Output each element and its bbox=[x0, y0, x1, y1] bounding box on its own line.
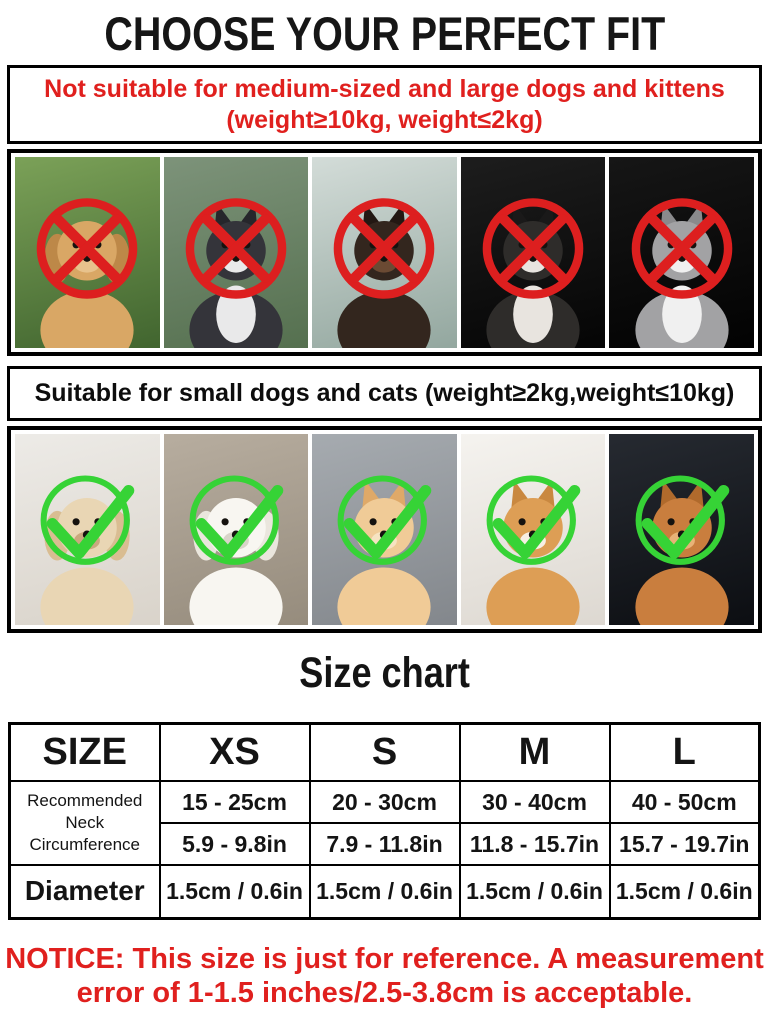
diameter-m: 1.5cm / 0.6in bbox=[458, 864, 611, 919]
size-chart-heading-text: Size chart bbox=[299, 648, 470, 697]
prohibition-icon bbox=[37, 197, 138, 299]
not-suitable-banner: Not suitable for medium-sized and large … bbox=[7, 65, 762, 144]
photo-orange-cat bbox=[609, 433, 754, 625]
check-icon bbox=[486, 475, 581, 565]
photo-border-collie bbox=[460, 157, 606, 348]
photo-cream-poodle bbox=[15, 433, 160, 625]
suitable-line1: Suitable for small dogs and cats (weight… bbox=[34, 379, 735, 407]
not-suitable-line1: Not suitable for medium-sized and large … bbox=[44, 75, 725, 103]
size-table-header-row: SIZE XS S M L bbox=[8, 722, 761, 782]
photo-pomeranian bbox=[312, 433, 457, 625]
diameter-row: Diameter 1.5cm / 0.6in 1.5cm / 0.6in 1.5… bbox=[8, 864, 761, 919]
prohibition-icon bbox=[482, 197, 584, 299]
col-header-size: SIZE bbox=[8, 722, 161, 782]
neck-label-cell: Recommended Neck Circumference bbox=[8, 780, 161, 866]
check-icon bbox=[189, 475, 284, 565]
notice-line2: error of 1-1.5 inches/2.5-3.8cm is accep… bbox=[76, 977, 693, 1010]
neck-in-m: 11.8 - 15.7in bbox=[458, 822, 611, 866]
page-title-text: CHOOSE YOUR PERFECT FIT bbox=[104, 7, 665, 60]
photo-corgi bbox=[460, 433, 606, 625]
check-icon bbox=[635, 475, 729, 565]
check-icon bbox=[338, 475, 432, 565]
col-header-s: S bbox=[308, 722, 461, 782]
photo-grid-not-suitable bbox=[7, 149, 762, 356]
col-header-m: M bbox=[458, 722, 611, 782]
photo-gray-kitten bbox=[609, 157, 754, 348]
diameter-label-cell: Diameter bbox=[8, 864, 161, 919]
check-icon bbox=[40, 475, 135, 565]
notice-text: NOTICE: This size is just for reference.… bbox=[0, 942, 769, 1012]
photo-doberman bbox=[312, 157, 457, 348]
photo-golden-retriever bbox=[15, 157, 160, 348]
neck-cm-xs: 15 - 25cm bbox=[158, 780, 311, 824]
page-title: CHOOSE YOUR PERFECT FIT bbox=[0, 0, 769, 61]
size-chart-heading: Size chart bbox=[0, 649, 769, 698]
not-suitable-line2: (weight≥10kg, weight≤2kg) bbox=[226, 105, 543, 134]
suitable-banner: Suitable for small dogs and cats (weight… bbox=[7, 366, 762, 421]
notice-line1: NOTICE: This size is just for reference.… bbox=[5, 942, 764, 975]
neck-cm-s: 20 - 30cm bbox=[308, 780, 461, 824]
pet-silhouette-pomeranian bbox=[337, 479, 432, 625]
neck-in-xs: 5.9 - 9.8in bbox=[158, 822, 311, 866]
neck-in-l: 15.7 - 19.7in bbox=[608, 822, 761, 866]
photo-grid-suitable bbox=[7, 425, 762, 633]
col-header-l: L bbox=[608, 722, 761, 782]
neck-in-s: 7.9 - 11.8in bbox=[308, 822, 461, 866]
diameter-l: 1.5cm / 0.6in bbox=[608, 864, 761, 919]
neck-cm-m: 30 - 40cm bbox=[458, 780, 611, 824]
prohibition-icon bbox=[631, 197, 732, 299]
photo-siberian-husky bbox=[163, 157, 309, 348]
col-header-xs: XS bbox=[158, 722, 311, 782]
neck-in-row: 5.9 - 9.8in 7.9 - 11.8in 11.8 - 15.7in 1… bbox=[10, 822, 761, 866]
diameter-xs: 1.5cm / 0.6in bbox=[158, 864, 311, 919]
photo-bichon-frise bbox=[163, 433, 309, 625]
prohibition-icon bbox=[185, 197, 287, 299]
neck-cm-l: 40 - 50cm bbox=[608, 780, 761, 824]
prohibition-icon bbox=[334, 197, 435, 299]
size-table: SIZE XS S M L Recommended Neck Circumfer… bbox=[8, 721, 761, 920]
neck-cm-row: Recommended Neck Circumference 15 - 25cm… bbox=[8, 780, 761, 866]
diameter-s: 1.5cm / 0.6in bbox=[308, 864, 461, 919]
